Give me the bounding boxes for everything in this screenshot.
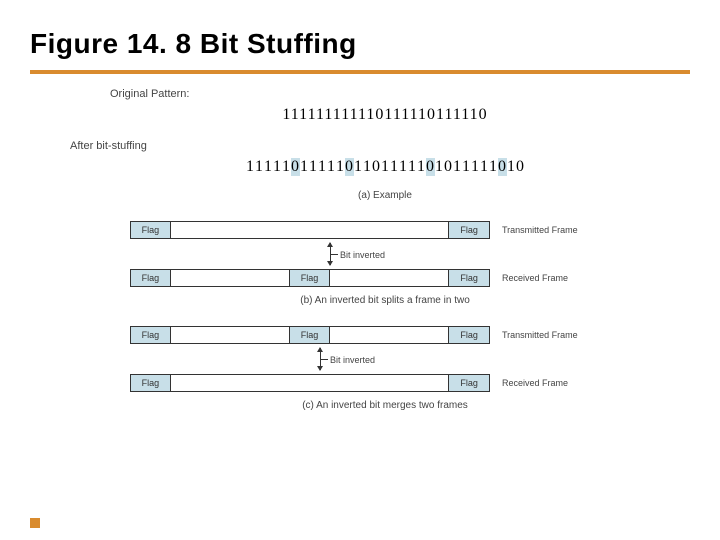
stuffed-bit: 1 xyxy=(327,158,336,176)
stuffed-bit: 1 xyxy=(273,158,282,176)
stuffed-bit: 1 xyxy=(363,158,372,176)
stuffed-bit: 1 xyxy=(453,158,462,176)
caption-c: (c) An inverted bit merges two frames xyxy=(110,400,660,411)
stuffed-bit: 1 xyxy=(480,158,489,176)
stuffed-bit: 1 xyxy=(264,158,273,176)
flag-cell: Flag xyxy=(449,327,489,343)
bits-stuffed: 1111101111101101111101011111010 xyxy=(110,158,660,176)
bits-original: 111111111110111110111110 xyxy=(110,106,660,124)
diagram-c: Flag Flag Flag Transmitted Frame Bit inverte… xyxy=(130,326,640,392)
frame-side-label: Transmitted Frame xyxy=(502,330,578,340)
stuffed-bit: 0 xyxy=(444,158,453,176)
frame-row: Flag Flag Received Frame xyxy=(130,374,640,392)
data-cell xyxy=(171,270,290,286)
stuffed-bit: 1 xyxy=(336,158,345,176)
stuffed-bit: 1 xyxy=(417,158,426,176)
stuffed-bit: 1 xyxy=(309,158,318,176)
arrow-block: Bit inverted xyxy=(130,243,640,269)
stuffed-bit: 1 xyxy=(408,158,417,176)
stuffed-bit: 1 xyxy=(507,158,516,176)
flag-cell: Flag xyxy=(131,222,171,238)
stuffed-bit: 1 xyxy=(381,158,390,176)
frame-row: Flag Flag Flag Received Frame xyxy=(130,269,640,287)
flag-cell: Flag xyxy=(131,375,171,391)
flag-cell: Flag xyxy=(449,270,489,286)
title-block: Figure 14. 8 Bit Stuffing xyxy=(0,0,720,66)
frame-side-label: Received Frame xyxy=(502,378,568,388)
flag-cell: Flag xyxy=(131,270,171,286)
flag-cell: Flag xyxy=(131,327,171,343)
stuffed-bit: 1 xyxy=(246,158,255,176)
frame-bar: Flag Flag xyxy=(130,221,490,239)
stuffed-bit: 1 xyxy=(318,158,327,176)
data-cell xyxy=(171,375,449,391)
stuffed-bit: 1 xyxy=(462,158,471,176)
stuffed-bit-hl: 0 xyxy=(498,158,507,176)
frame-bar: Flag Flag Flag xyxy=(130,269,490,287)
label-stuffed: After bit-stuffing xyxy=(70,140,660,152)
stuffed-bit: 1 xyxy=(435,158,444,176)
frame-side-label: Transmitted Frame xyxy=(502,225,578,235)
frame-row: Flag Flag Flag Transmitted Frame xyxy=(130,326,640,344)
frame-side-label: Received Frame xyxy=(502,273,568,283)
stuffed-bit: 1 xyxy=(282,158,291,176)
stuffed-bit: 1 xyxy=(300,158,309,176)
stuffed-bit: 0 xyxy=(372,158,381,176)
stuffed-bit: 1 xyxy=(390,158,399,176)
stuffed-bit-hl: 0 xyxy=(345,158,354,176)
data-cell xyxy=(171,222,449,238)
arrow-block: Bit inverted xyxy=(130,348,640,374)
figure-title: Figure 14. 8 Bit Stuffing xyxy=(30,28,700,60)
slide-marker-icon xyxy=(30,518,40,528)
data-cell xyxy=(330,327,449,343)
arrow-label: Bit inverted xyxy=(340,250,385,260)
flag-cell: Flag xyxy=(449,222,489,238)
stuffed-bit: 1 xyxy=(471,158,480,176)
stuffed-bit: 1 xyxy=(255,158,264,176)
data-cell xyxy=(171,327,290,343)
arrow-label: Bit inverted xyxy=(330,355,375,365)
caption-b: (b) An inverted bit splits a frame in tw… xyxy=(110,295,660,306)
frame-bar: Flag Flag xyxy=(130,374,490,392)
stuffed-bit: 1 xyxy=(399,158,408,176)
stuffed-bit: 1 xyxy=(489,158,498,176)
content-area: Original Pattern: 1111111111101111101111… xyxy=(0,74,720,411)
stuffed-bit-hl: 0 xyxy=(426,158,435,176)
stuffed-bit: 0 xyxy=(516,158,525,176)
caption-a: (a) Example xyxy=(110,190,660,201)
flag-cell: Flag xyxy=(449,375,489,391)
frame-row: Flag Flag Transmitted Frame xyxy=(130,221,640,239)
flag-cell: Flag xyxy=(290,270,330,286)
label-original: Original Pattern: xyxy=(110,88,660,100)
diagram-b: Flag Flag Transmitted Frame Bit inverted Fla… xyxy=(130,221,640,287)
stuffed-bit-hl: 0 xyxy=(291,158,300,176)
data-cell xyxy=(330,270,449,286)
flag-cell: Flag xyxy=(290,327,330,343)
frame-bar: Flag Flag Flag xyxy=(130,326,490,344)
stuffed-bit: 1 xyxy=(354,158,363,176)
